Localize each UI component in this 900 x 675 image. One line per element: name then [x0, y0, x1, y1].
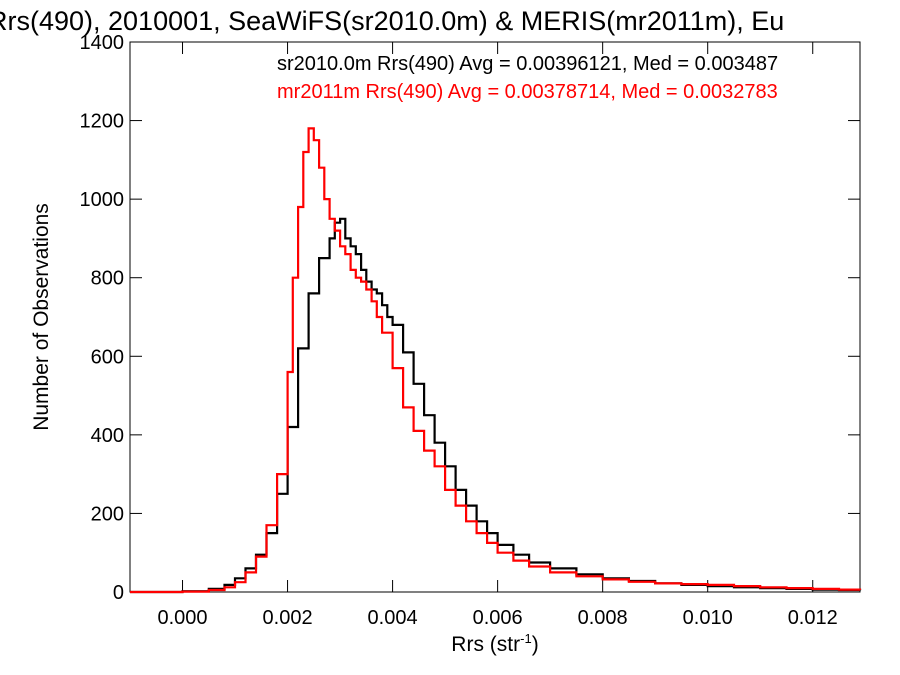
series-stat-red: mr2011m Rrs(490) Avg = 0.00378714, Med =…	[277, 81, 778, 103]
x-tick-label: 0.010	[683, 607, 733, 629]
y-axis-label: Number of Observations	[30, 203, 53, 431]
x-axis-label: Rrs (str-1)	[451, 631, 538, 656]
series-layer	[130, 127, 862, 594]
x-tick-label: 0.004	[368, 607, 418, 629]
y-tick-label: 200	[91, 503, 124, 525]
x-tick-label: 0.006	[473, 607, 523, 629]
y-tick-label: 600	[91, 346, 124, 368]
y-tick-label: 400	[91, 425, 124, 447]
y-axis: 0 200 400 600 800 1000 1200 1400	[80, 32, 860, 604]
plot-area	[129, 41, 861, 593]
series-line-mr2011m	[130, 127, 862, 594]
x-tick-label: 0.012	[788, 607, 838, 629]
x-tick-label: 0.002	[263, 607, 313, 629]
x-tick-label: 0.008	[578, 607, 628, 629]
y-tick-label: 1200	[80, 111, 125, 133]
series-stat-black: sr2010.0m Rrs(490) Avg = 0.00396121, Med…	[277, 53, 778, 75]
chart-title: Rrs(490), 2010001, SeaWiFS(sr2010.0m) & …	[0, 6, 784, 36]
x-axis-label-close: )	[532, 633, 539, 656]
y-tick-label: 1400	[80, 32, 125, 54]
y-tick-label: 1000	[80, 189, 125, 211]
x-tick-label: 0.000	[157, 607, 207, 629]
series-line-sr2010.0m	[130, 217, 862, 594]
y-tick-label: 0	[113, 582, 124, 604]
x-axis-label-superscript: -1	[520, 631, 532, 646]
x-axis: 0.000 0.002 0.004 0.006 0.008 0.010 0.012	[157, 42, 838, 629]
y-tick-label: 800	[91, 268, 124, 290]
x-axis-label-text: Rrs (str	[451, 633, 520, 656]
